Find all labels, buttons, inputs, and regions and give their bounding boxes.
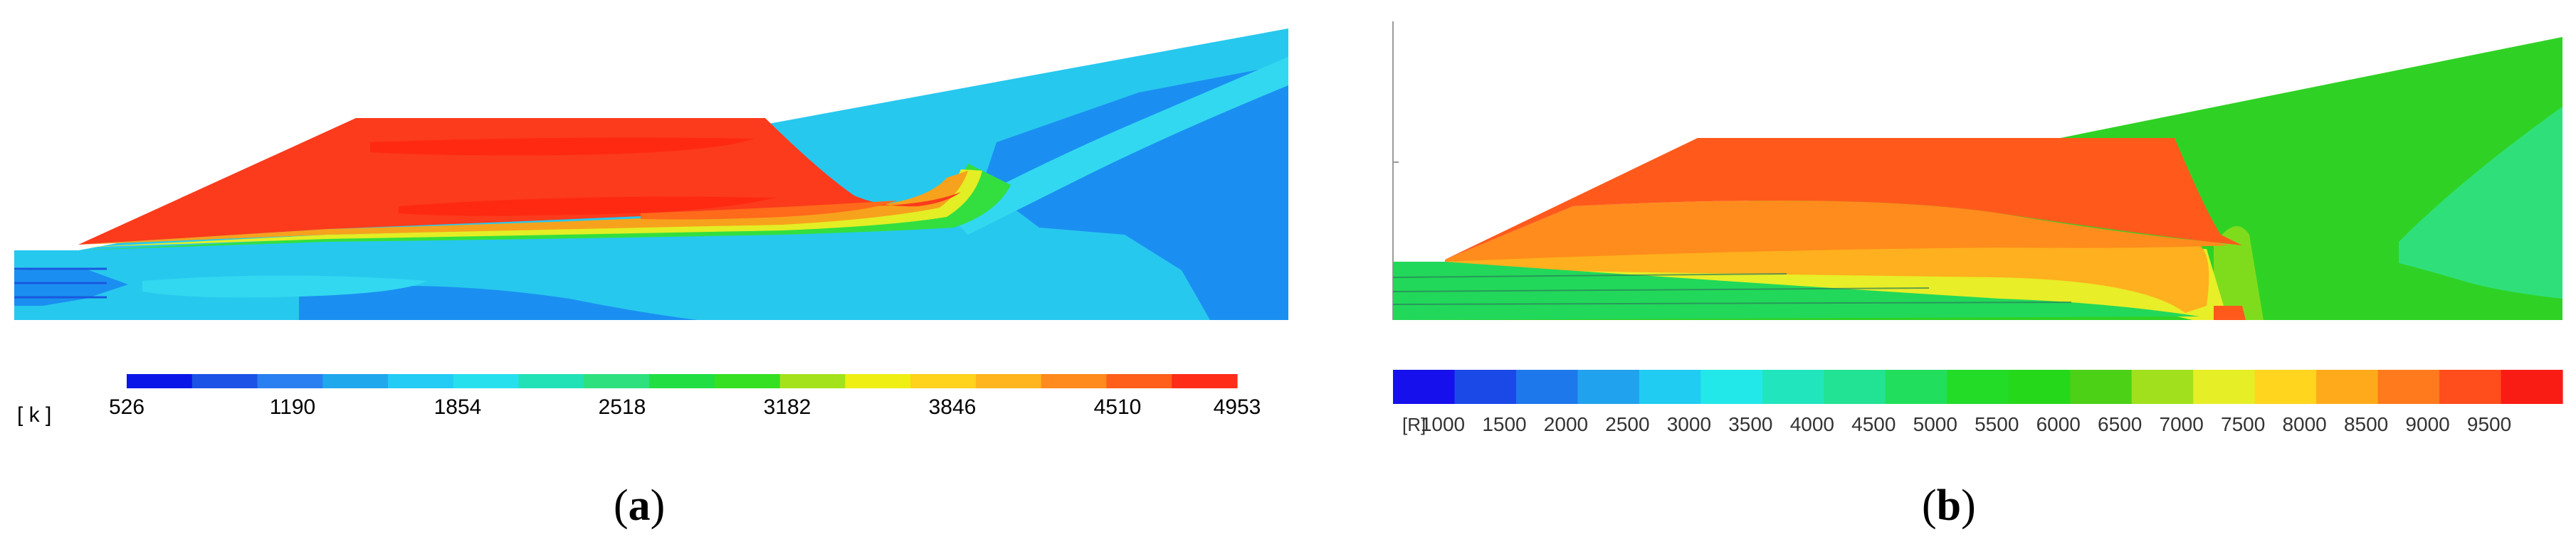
boundary-orange-band [78, 171, 968, 245]
colorbar-tick-label: 3500 [1728, 413, 1772, 435]
colorbar-a-swatch [584, 374, 650, 388]
colorbar-a-swatch [518, 374, 584, 388]
contour-panel-a: [ k ] 526 1190 1854 2518 3182 3846 4510 … [14, 28, 1288, 427]
colorbar-a-swatch [257, 374, 323, 388]
cool-light-region-2 [142, 275, 427, 298]
colorbar-tick-label: 3846 [929, 395, 977, 419]
boundary-yellow-band [78, 169, 982, 247]
colorbar-tick-label: 7500 [2221, 413, 2265, 435]
colorbar-a-swatch [779, 374, 846, 388]
colorbar-b-swatch [1515, 370, 1579, 404]
shock-hot-streak-1 [370, 137, 755, 156]
colorbar-b-swatch [2254, 370, 2317, 404]
colorbar-tick-label: 1000 [1421, 413, 1465, 435]
shock-hot-streak-2 [399, 196, 776, 216]
colorbar-a-swatch [649, 374, 715, 388]
colorbar-tick-label: 8000 [2282, 413, 2326, 435]
colorbar-b-swatch [2193, 370, 2256, 404]
colorbar-tick-label: 4510 [1094, 395, 1142, 419]
colorbar-tick-label: 4953 [1214, 395, 1261, 419]
colorbar-tick-label: 2000 [1544, 413, 1588, 435]
colorbar-tick-label: 1500 [1482, 413, 1526, 435]
caption-a: (a) [614, 481, 666, 530]
shock-mid-band [1445, 201, 2228, 262]
colorbar-tick-label: 1854 [434, 395, 482, 419]
colorbar-b-swatch [1885, 370, 1947, 404]
shock-layer [1445, 138, 2242, 260]
contour-field-b [1392, 37, 2562, 320]
colorbar-tick-label: 526 [109, 395, 144, 419]
colorbar-a-swatch [1172, 374, 1238, 388]
colorbar-b-swatch [2131, 370, 2194, 404]
colorbar-tick-label: 6000 [2036, 413, 2081, 435]
contour-panel-b: [R] 1000 1500 2000 2500 3000 3500 4000 4… [1392, 21, 2563, 435]
caption-letter-a: a [628, 481, 651, 530]
shock-layer [78, 118, 961, 245]
hot-spot [2214, 306, 2246, 320]
inlet-region [1393, 262, 2199, 320]
colorbar-tick-label: 4500 [1851, 413, 1896, 435]
colorbar-b-swatch [2316, 370, 2379, 404]
colorbar-a-swatch [388, 374, 454, 388]
shock-warm-streak [641, 201, 897, 220]
colorbar-unit-label: [ k ] [17, 403, 51, 427]
colorbar-tick-label: 3000 [1667, 413, 1711, 435]
colorbar-tick-label: 4000 [1790, 413, 1834, 435]
colorbar-b-swatch [1700, 370, 1763, 404]
cool-deep-region-3 [299, 286, 698, 320]
cool-light-region-1 [947, 57, 1288, 235]
colorbar-b-swatch [1947, 370, 2009, 404]
colorbar-b-swatch [1762, 370, 1824, 404]
colorbar-b [1393, 370, 2563, 404]
colorbar-b-swatch [2501, 370, 2563, 404]
caption-b: (b) [1922, 481, 1976, 530]
inlet-stripes [14, 267, 107, 299]
colorbar-b-swatch [1639, 370, 1701, 404]
colorbar-a-swatch [910, 374, 977, 388]
colorbar-a-swatch [714, 374, 781, 388]
colorbar-tick-label: 1190 [270, 395, 316, 419]
colorbar-a-swatch [127, 374, 193, 388]
colorbar-tick-labels-a: 526 1190 1854 2518 3182 3846 4510 4953 [109, 395, 1261, 419]
colorbar-b-swatch [2008, 370, 2071, 404]
light-green-region [2399, 107, 2562, 299]
colorbar-tick-labels-b: 1000 1500 2000 2500 3000 3500 4000 4500 … [1421, 413, 2511, 435]
colorbar-tick-label: 3182 [764, 395, 811, 419]
colorbar-b-swatch [1824, 370, 1886, 404]
colorbar-tick-label: 5500 [1975, 413, 2019, 435]
colorbar-tick-label: 8500 [2344, 413, 2388, 435]
boundary-orange-band [1445, 244, 2209, 313]
colorbar-tick-label: 6500 [2098, 413, 2142, 435]
colorbar-tick-label: 2500 [1605, 413, 1649, 435]
colorbar-a-swatch [1041, 374, 1108, 388]
colorbar-a-swatch [191, 374, 258, 388]
colorbar-tick-label: 7000 [2160, 413, 2204, 435]
colorbar-b-swatch [2377, 370, 2440, 404]
colorbar-b-swatch [1393, 370, 1456, 404]
colorbar-a-swatch [975, 374, 1042, 388]
inlet-stripes [1392, 273, 2072, 305]
caption-letter-b: b [1936, 481, 1962, 530]
colorbar-a [127, 374, 1238, 388]
cool-deep-region-2 [982, 64, 1288, 320]
colorbar-tick-label: 5000 [1913, 413, 1957, 435]
colorbar-a-swatch [845, 374, 911, 388]
colorbar-a-swatch [322, 374, 389, 388]
colorbar-b-swatch [1454, 370, 1517, 404]
colorbar-b-swatch [1577, 370, 1640, 404]
contour-field-a [14, 28, 1288, 320]
warm-green-band [2214, 226, 2264, 320]
colorbar-tick-label: 2518 [599, 395, 646, 419]
colorbar-b-swatch [2439, 370, 2502, 404]
colorbar-tick-label: 9000 [2405, 413, 2449, 435]
colorbar-a-swatch [1106, 374, 1172, 388]
colorbar-b-swatch [2070, 370, 2133, 404]
colorbar-tick-label: 9500 [2467, 413, 2511, 435]
colorbar-unit-label: [R] [1402, 414, 1426, 435]
colorbar-a-swatch [453, 374, 520, 388]
